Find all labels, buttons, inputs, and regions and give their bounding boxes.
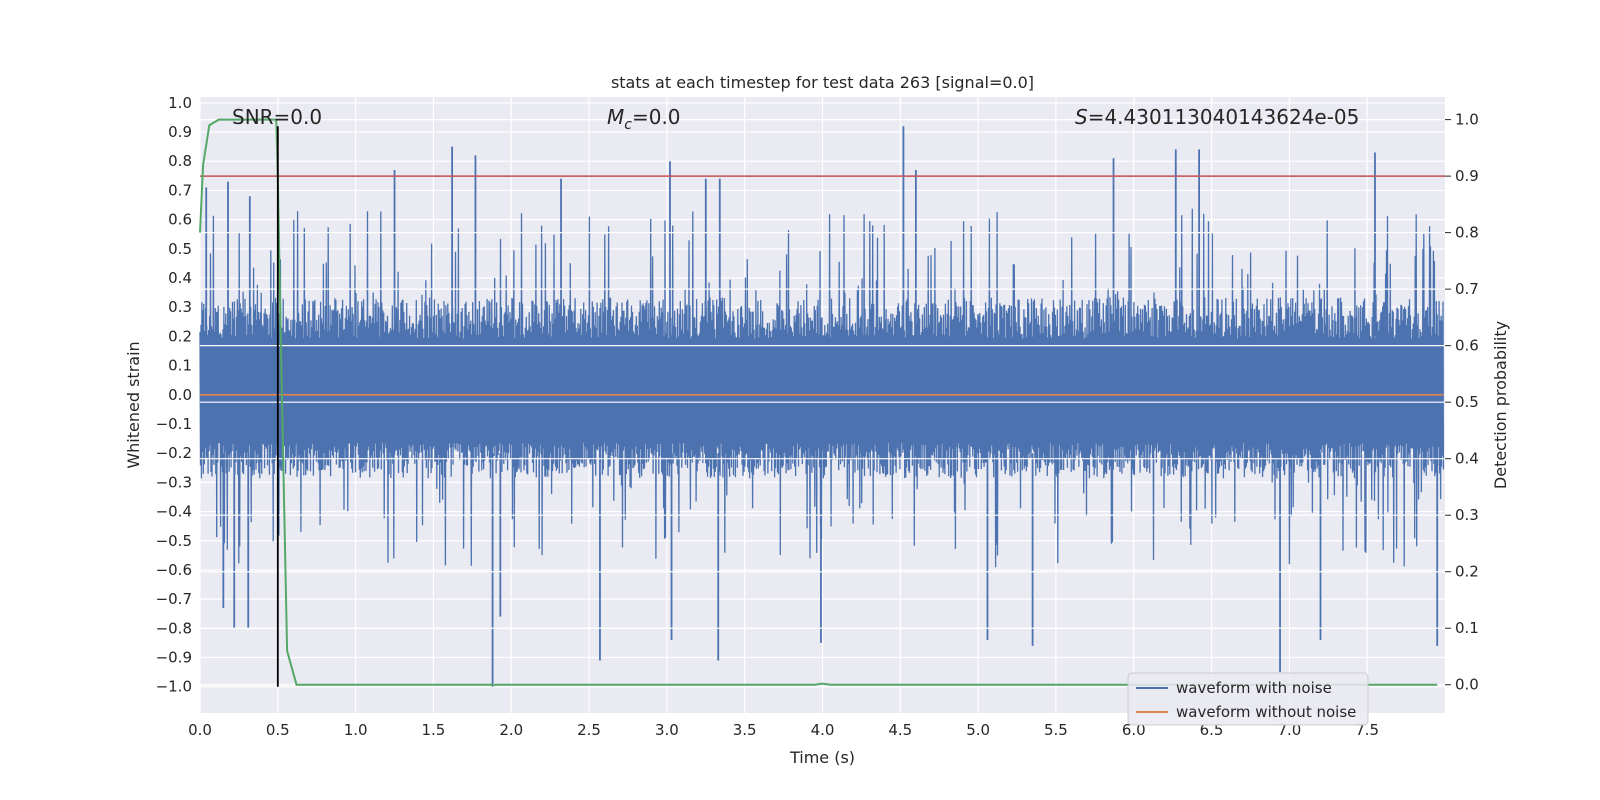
axes: 0.0 0.5 1.0 1.5 2.0 2.5 3.0 3.5 4.0 4.5 5.0 5.5 6.0 6… xyxy=(156,94,1479,739)
y-tick-label: −0.3 xyxy=(156,473,192,491)
series-layer xyxy=(199,118,1445,687)
legend: waveform with noise waveform without noi… xyxy=(1127,672,1369,726)
x-tick-label: 0.0 xyxy=(188,721,212,739)
y2-tick-label: 0.3 xyxy=(1455,506,1479,524)
series-waveform-with-noise xyxy=(199,208,1445,568)
s-symbol: S xyxy=(1075,105,1088,129)
y-axis-label: Whitened strain xyxy=(124,341,143,468)
s-value: =4.430113040143624e-05 xyxy=(1088,105,1360,129)
x-tick-label: 3.0 xyxy=(655,721,679,739)
legend-label-noise: waveform with noise xyxy=(1176,679,1332,697)
y-tick-label: 0.1 xyxy=(168,357,192,375)
y-tick-label: 0.7 xyxy=(168,181,192,199)
y-tick-label: 0.0 xyxy=(168,386,192,404)
x-tick-label: 1.0 xyxy=(344,721,368,739)
x-tick-label: 3.5 xyxy=(733,721,757,739)
y2-tick-label: 0.1 xyxy=(1455,619,1479,637)
mc-symbol: M xyxy=(607,105,624,129)
x-tick-label: 5.5 xyxy=(1044,721,1068,739)
y2-axis-label: Detection probability xyxy=(1491,321,1510,489)
y-tick-label: 0.9 xyxy=(168,123,192,141)
y2-tick-label: 0.7 xyxy=(1455,280,1479,298)
x-tick-label: 4.0 xyxy=(811,721,835,739)
y-tick-label: −0.5 xyxy=(156,532,192,550)
y2-tick-label: 0.5 xyxy=(1455,393,1479,411)
legend-box xyxy=(1127,672,1369,726)
y-tick-label: 0.5 xyxy=(168,240,192,258)
y-tick-label: −0.6 xyxy=(156,561,192,579)
legend-label-clean: waveform without noise xyxy=(1176,703,1356,721)
y-tick-label: −0.9 xyxy=(156,649,192,667)
y-tick-label: 0.2 xyxy=(168,327,192,345)
y2-tick-label: 0.2 xyxy=(1455,563,1479,581)
y-tick-label: 0.6 xyxy=(168,211,192,229)
mc-value: =0.0 xyxy=(632,105,681,129)
x-axis-label: Time (s) xyxy=(789,748,855,767)
y2-tick-label: 1.0 xyxy=(1455,111,1479,129)
snr-annotation: SNR=0.0 xyxy=(232,105,322,129)
x-tick-label: 1.5 xyxy=(422,721,446,739)
y-tick-label: −0.4 xyxy=(156,503,192,521)
y-tick-label: 1.0 xyxy=(168,94,192,112)
mc-subscript: c xyxy=(624,117,632,133)
y-tick-label: −0.2 xyxy=(156,444,192,462)
y2-tick-label: 0.0 xyxy=(1455,676,1479,694)
chart-title: stats at each timestep for test data 263… xyxy=(611,73,1034,92)
y-tick-label: −0.8 xyxy=(156,619,192,637)
s-annotation: S=4.430113040143624e-05 xyxy=(1075,105,1359,129)
y-tick-label: −0.7 xyxy=(156,590,192,608)
chirp-mass-annotation: Mc=0.0 xyxy=(607,105,681,133)
y2-tick-label: 0.6 xyxy=(1455,337,1479,355)
series-detection-probability xyxy=(199,118,1438,686)
x-tick-label: 4.5 xyxy=(888,721,912,739)
y2-tick-label: 0.4 xyxy=(1455,450,1479,468)
y-tick-label: −1.0 xyxy=(156,678,192,696)
y-tick-label: −0.1 xyxy=(156,415,192,433)
y-tick-label: 0.8 xyxy=(168,152,192,170)
x-tick-label: 0.5 xyxy=(266,721,290,739)
x-tick-label: 2.0 xyxy=(499,721,523,739)
x-tick-label: 2.5 xyxy=(577,721,601,739)
y2-tick-label: 0.9 xyxy=(1455,167,1479,185)
y-tick-label: 0.4 xyxy=(168,269,192,287)
y2-tick-label: 0.8 xyxy=(1455,224,1479,242)
x-tick-label: 5.0 xyxy=(966,721,990,739)
y-tick-label: 0.3 xyxy=(168,298,192,316)
